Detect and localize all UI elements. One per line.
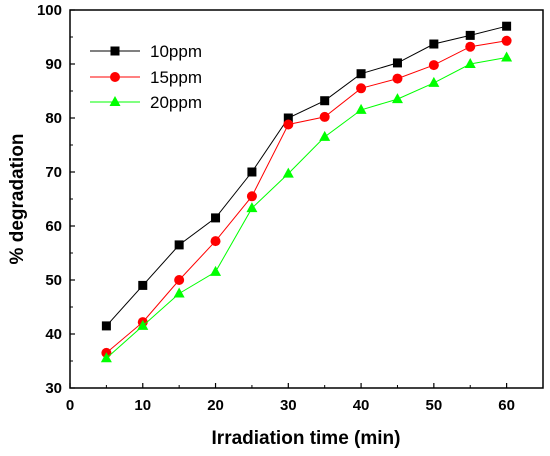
point-10ppm-10 bbox=[138, 280, 148, 290]
x-tick-label-20: 20 bbox=[207, 397, 224, 414]
y-tick-label-80: 80 bbox=[45, 110, 62, 127]
series-line-10ppm bbox=[106, 25, 507, 327]
series-20ppm bbox=[100, 51, 513, 363]
point-20ppm-20 bbox=[210, 265, 222, 276]
point-10ppm-45 bbox=[392, 58, 402, 68]
x-tick-label-60: 60 bbox=[498, 397, 515, 414]
series-line-20ppm bbox=[106, 57, 507, 359]
legend-item-20ppm: 20ppm bbox=[90, 93, 202, 112]
point-20ppm-15 bbox=[173, 287, 185, 298]
series-layer bbox=[100, 21, 513, 363]
y-tick-label-70: 70 bbox=[45, 164, 62, 181]
legend-item-10ppm: 10ppm bbox=[90, 42, 202, 61]
point-15ppm-60 bbox=[501, 35, 512, 46]
y-tick-label-30: 30 bbox=[45, 380, 62, 397]
point-10ppm-20 bbox=[211, 213, 221, 223]
point-15ppm-30 bbox=[283, 119, 294, 130]
point-15ppm-20 bbox=[210, 236, 221, 247]
point-20ppm-35 bbox=[319, 130, 331, 141]
point-20ppm-45 bbox=[391, 93, 403, 104]
point-15ppm-55 bbox=[465, 41, 476, 52]
y-tick-label-90: 90 bbox=[45, 56, 62, 73]
point-10ppm-60 bbox=[502, 21, 512, 31]
point-20ppm-25 bbox=[246, 202, 258, 213]
x-tick-label-10: 10 bbox=[134, 397, 151, 414]
x-tick-label-0: 0 bbox=[66, 397, 74, 414]
y-tick-label-60: 60 bbox=[45, 218, 62, 235]
point-10ppm-50 bbox=[429, 39, 439, 49]
legend-label-15ppm: 15ppm bbox=[150, 68, 202, 87]
point-15ppm-15 bbox=[174, 275, 185, 285]
point-15ppm-45 bbox=[392, 73, 403, 84]
point-15ppm-35 bbox=[319, 111, 330, 122]
point-10ppm-25 bbox=[247, 167, 257, 177]
x-tick-label-40: 40 bbox=[353, 397, 370, 414]
point-20ppm-5 bbox=[100, 352, 112, 363]
point-20ppm-40 bbox=[355, 103, 367, 114]
point-10ppm-55 bbox=[465, 30, 475, 40]
point-20ppm-60 bbox=[501, 51, 513, 62]
point-10ppm-40 bbox=[356, 69, 366, 79]
y-tick-label-50: 50 bbox=[45, 272, 62, 289]
legend-marker-15ppm bbox=[110, 72, 120, 82]
legend-item-15ppm: 15ppm bbox=[90, 68, 202, 87]
point-15ppm-40 bbox=[356, 83, 367, 94]
point-20ppm-55 bbox=[464, 58, 476, 68]
point-10ppm-5 bbox=[101, 321, 111, 331]
point-20ppm-50 bbox=[428, 76, 440, 87]
legend: 10ppm 15ppm 20ppm bbox=[90, 42, 202, 112]
series-line-15ppm bbox=[106, 40, 507, 354]
legend-marker-10ppm bbox=[110, 46, 120, 56]
series-15ppm bbox=[101, 35, 512, 358]
legend-label-20ppm: 20ppm bbox=[150, 93, 202, 112]
point-15ppm-50 bbox=[428, 60, 439, 71]
legend-label-10ppm: 10ppm bbox=[150, 42, 202, 61]
point-10ppm-35 bbox=[320, 96, 330, 106]
point-10ppm-30 bbox=[283, 113, 293, 123]
point-10ppm-15 bbox=[174, 240, 184, 250]
legend-marker-20ppm bbox=[109, 96, 121, 106]
x-tick-label-50: 50 bbox=[426, 397, 443, 414]
x-tick-label-30: 30 bbox=[280, 397, 297, 414]
y-tick-label-40: 40 bbox=[45, 326, 62, 343]
y-axis-title: % degradation bbox=[7, 134, 28, 265]
point-20ppm-30 bbox=[282, 167, 294, 178]
x-axis-title: Irradiation time (min) bbox=[212, 428, 401, 449]
axis-ticks: 0 10 20 30 40 50 60 30 40 50 60 70 80 90 100 bbox=[37, 2, 515, 414]
series-10ppm bbox=[101, 21, 512, 331]
y-tick-label-100: 100 bbox=[37, 2, 62, 19]
point-20ppm-10 bbox=[137, 319, 149, 330]
point-15ppm-25 bbox=[246, 191, 257, 202]
